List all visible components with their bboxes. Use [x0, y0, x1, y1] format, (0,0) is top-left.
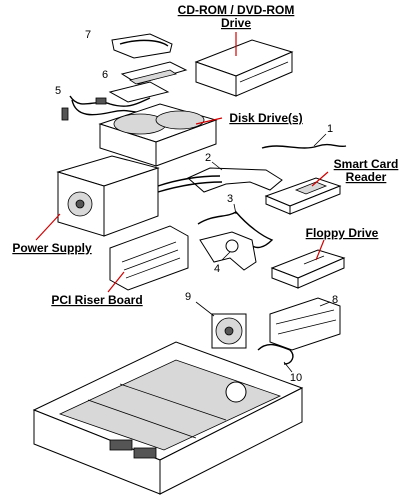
callout: 4 — [214, 263, 220, 275]
leader-line — [107, 271, 125, 293]
part-2 — [187, 161, 283, 193]
part-3 — [197, 211, 274, 249]
leader-line — [311, 171, 329, 187]
callout: 7 — [85, 29, 91, 41]
label: Power Supply — [12, 241, 92, 255]
leader-line — [315, 239, 325, 261]
label: Floppy Drive — [306, 226, 379, 240]
label: CD-ROM / DVD-ROM — [178, 3, 295, 17]
part-8 — [269, 297, 341, 351]
callout: 10 — [290, 372, 302, 384]
part-9 — [195, 301, 247, 349]
pci-riser-board — [109, 225, 189, 291]
part-7 — [111, 33, 173, 59]
part-6 — [108, 61, 188, 103]
part-4 — [199, 231, 257, 271]
cdrom-drive — [194, 39, 294, 97]
label: Smart Card — [334, 157, 399, 171]
callout: 3 — [227, 193, 233, 205]
part-10 — [257, 343, 294, 373]
callout: 9 — [185, 291, 191, 303]
disk-drives — [98, 103, 218, 167]
leader-line — [35, 213, 61, 241]
power-supply — [56, 155, 223, 237]
callout: 1 — [327, 123, 333, 135]
label: Reader — [346, 170, 387, 184]
callout: 5 — [55, 85, 61, 97]
label: Drive — [221, 16, 251, 30]
callout: 6 — [102, 69, 108, 81]
label: PCI Riser Board — [51, 293, 142, 307]
chassis — [32, 341, 304, 495]
smart-card-reader — [264, 177, 342, 215]
leader-line — [195, 117, 223, 125]
label: Disk Drive(s) — [229, 111, 302, 125]
floppy-drive — [270, 249, 346, 289]
callout: 8 — [332, 294, 338, 306]
part-1 — [261, 143, 347, 149]
callout: 2 — [205, 152, 211, 164]
